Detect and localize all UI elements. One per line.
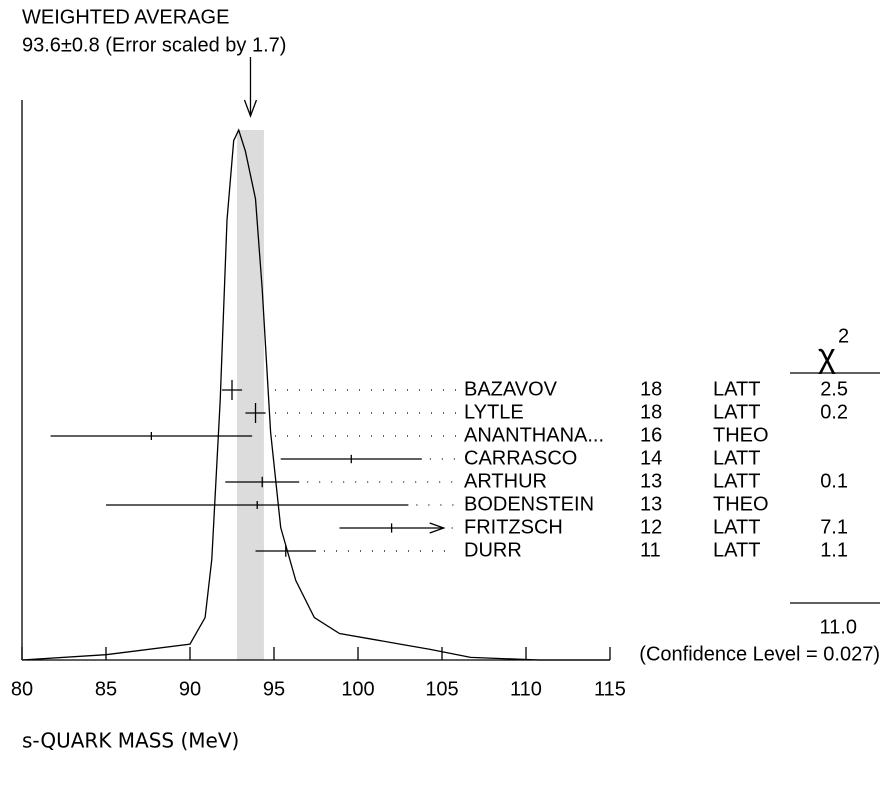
measurement-name: FRITZSCH [464, 516, 563, 538]
average-band [237, 130, 264, 660]
measurement-tech: LATT [713, 447, 760, 469]
measurement-name: ARTHUR [464, 470, 547, 492]
chi2-total: 11.0 [820, 616, 857, 638]
measurement-tech: LATT [713, 539, 760, 561]
measurement-tech: THEO [713, 493, 769, 515]
chart-subtitle: 93.6±0.8 (Error scaled by 1.7) [22, 34, 286, 56]
measurement-year: 13 [640, 493, 662, 515]
measurement-name: DURR [464, 539, 522, 561]
ideogram-curve [21, 128, 610, 661]
measurement-name: CARRASCO [464, 447, 577, 469]
average-arrow-head [243, 99, 258, 118]
measurement-year: 18 [640, 401, 662, 423]
measurement-name: LYTLE [464, 401, 524, 423]
measurement-tech: LATT [713, 401, 760, 423]
measurement-name: BAZAVOV [464, 378, 558, 400]
x-tick-label: 100 [341, 678, 374, 700]
x-tick-label: 95 [263, 678, 285, 700]
confidence-level: (Confidence Level = 0.027) [639, 643, 880, 665]
x-tick-label: 115 [594, 678, 626, 700]
x-axis-label: s-QUARK MASS (MeV) [22, 729, 239, 753]
measurement-year: 12 [640, 516, 662, 538]
measurement-tech: THEO [713, 424, 769, 446]
x-tick-label: 105 [425, 678, 458, 700]
x-tick-label: 85 [95, 678, 117, 700]
chi2-value: 2.5 [820, 378, 848, 400]
x-tick-label: 80 [11, 678, 33, 700]
measurement-name: BODENSTEIN [464, 493, 594, 515]
measurement-year: 14 [640, 447, 662, 469]
measurement-year: 16 [640, 424, 662, 446]
x-tick-label: 110 [510, 678, 542, 700]
chi2-value: 1.1 [820, 539, 848, 561]
measurement-name: ANANTHANA... [464, 424, 604, 446]
measurement-year: 13 [640, 470, 662, 492]
chi2-header: χ [818, 337, 836, 375]
chart-title: WEIGHTED AVERAGE [22, 6, 229, 28]
chi2-value: 0.1 [820, 470, 848, 492]
x-tick-label: 90 [179, 678, 201, 700]
measurement-tech: LATT [713, 378, 760, 400]
measurement-year: 18 [640, 378, 662, 400]
chi2-power: 2 [838, 325, 849, 347]
arrow-head [429, 522, 446, 534]
chi2-value: 7.1 [820, 516, 848, 538]
measurement-tech: LATT [713, 516, 760, 538]
chi2-value: 0.2 [820, 401, 848, 423]
measurement-tech: LATT [713, 470, 760, 492]
measurement-year: 11 [640, 539, 661, 561]
